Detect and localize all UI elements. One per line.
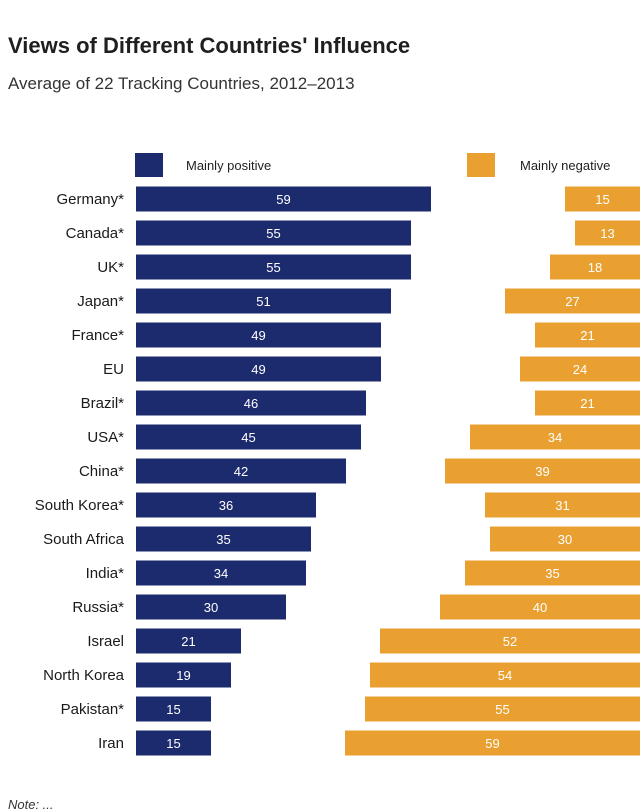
bar-positive-value: 36 [219,498,233,513]
bar-positive [136,594,286,620]
bar-negative [485,492,640,518]
bar-positive-value: 46 [244,396,258,411]
bar-positive-value: 49 [251,362,265,377]
bar-positive [136,288,391,314]
category-label: Pakistan* [61,701,125,718]
bar-negative [380,628,640,654]
category-label: Brazil* [81,395,125,412]
footnote: Note: ... [8,797,54,812]
category-label: Canada* [66,225,125,242]
legend: Mainly positive Mainly negative [135,153,610,177]
bar-positive-value: 51 [256,294,270,309]
bar-positive-value: 15 [166,702,180,717]
legend-label-negative: Mainly negative [520,158,610,173]
bar-positive-value: 49 [251,328,265,343]
bar-negative [465,560,640,586]
bar-negative [550,254,640,280]
bar-positive [136,424,361,450]
category-label: Germany* [56,191,124,208]
bar-negative-value: 18 [588,260,602,275]
bar-positive-value: 30 [204,600,218,615]
bar-negative [505,288,640,314]
bar-positive [136,730,211,756]
category-label: South Korea* [35,497,124,514]
category-label: USA* [87,429,124,446]
category-label: Iran [98,735,124,752]
category-label: Israel [87,633,124,650]
category-label: India* [86,565,125,582]
bar-positive [136,662,231,688]
bar-negative-value: 21 [580,328,594,343]
bar-positive-value: 59 [276,192,290,207]
bar-negative [440,594,640,620]
bar-negative-value: 52 [503,634,517,649]
bar-negative [575,220,640,246]
bar-negative-value: 40 [533,600,547,615]
bar-positive-value: 45 [241,430,255,445]
bar-positive [136,560,306,586]
bar-negative [370,662,640,688]
bar-positive [136,458,346,484]
bar-positive-value: 55 [266,226,280,241]
bar-negative [445,458,640,484]
bar-positive [136,254,411,280]
bar-positive-value: 34 [214,566,228,581]
category-label: UK* [97,259,124,276]
bar-negative [535,390,640,416]
category-label: South Africa [43,531,125,548]
legend-label-positive: Mainly positive [186,158,271,173]
bar-positive [136,356,381,382]
bar-negative-value: 30 [558,532,572,547]
chart-title: Views of Different Countries' Influence [8,33,411,58]
bar-negative-value: 15 [595,192,609,207]
bar-positive-value: 35 [216,532,230,547]
bar-negative-value: 55 [495,702,509,717]
bar-negative [520,356,640,382]
bar-negative-value: 24 [573,362,587,377]
bar-positive-value: 42 [234,464,248,479]
bar-negative-value: 27 [565,294,579,309]
bar-positive [136,220,411,246]
bar-negative-value: 39 [535,464,549,479]
category-label: Japan* [77,293,124,310]
category-label: France* [71,327,124,344]
bar-positive [136,322,381,348]
legend-swatch-positive [135,153,163,177]
bar-negative [535,322,640,348]
bar-negative-value: 54 [498,668,512,683]
bar-positive-value: 19 [176,668,190,683]
bar-negative-value: 31 [555,498,569,513]
bar-positive [136,390,366,416]
bar-negative [490,526,640,552]
bar-positive [136,526,311,552]
bar-positive [136,696,211,722]
bar-positive-value: 15 [166,736,180,751]
bar-negative-value: 21 [580,396,594,411]
bar-negative [470,424,640,450]
category-label: North Korea [43,667,125,684]
bar-negative [345,730,640,756]
bar-positive [136,186,431,212]
chart-subtitle: Average of 22 Tracking Countries, 2012–2… [8,74,355,93]
category-label: China* [79,463,124,480]
bar-negative-value: 35 [545,566,559,581]
category-label: Russia* [72,599,124,616]
bar-positive-value: 21 [181,634,195,649]
legend-swatch-negative [467,153,495,177]
bar-rows: Germany* 59 15 Canada* 55 13 UK* 55 18 Japan* 51 27… [35,186,640,756]
bar-negative-value: 13 [600,226,614,241]
bar-positive [136,492,316,518]
bar-positive-value: 55 [266,260,280,275]
bar-positive [136,628,241,654]
bar-negative-value: 34 [548,430,562,445]
bar-negative [365,696,640,722]
bar-negative-value: 59 [485,736,499,751]
bar-negative [565,186,640,212]
category-label: EU [103,361,124,378]
